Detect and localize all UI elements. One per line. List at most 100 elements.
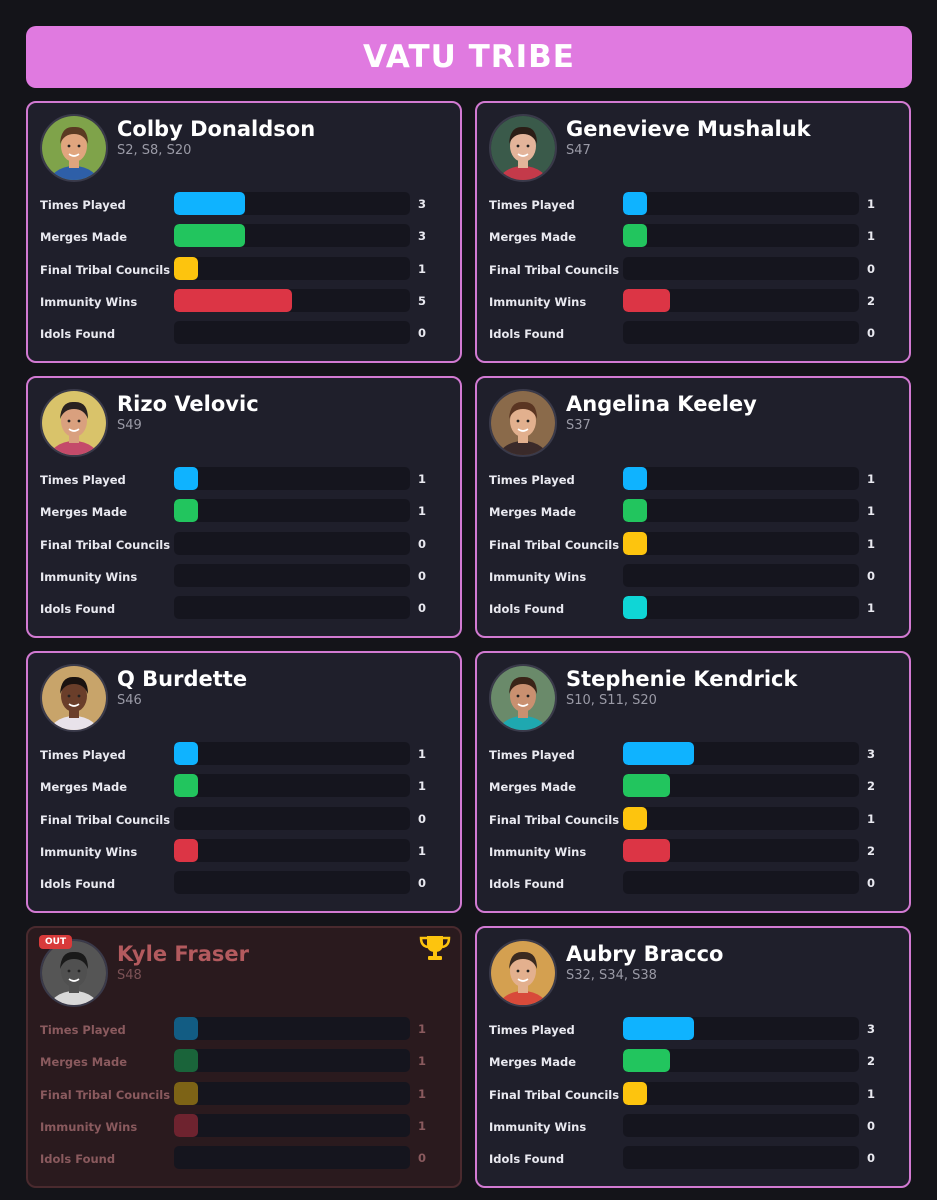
stat-row-final-tribal-councils: Final Tribal Councils 1: [489, 1081, 885, 1114]
stat-row-immunity-wins: Immunity Wins 0: [489, 1113, 885, 1146]
stat-bar-track: [174, 321, 410, 345]
stat-value: 1: [418, 261, 427, 276]
stat-row-final-tribal-councils: Final Tribal Councils 1: [489, 806, 885, 839]
player-seasons: S2, S8, S20: [117, 143, 192, 158]
player-card[interactable]: OUT Kyle Fraser S48 Times Played 1 Merges…: [26, 926, 462, 1188]
stat-label: Final Tribal Councils: [489, 812, 620, 827]
player-seasons: S10, S11, S20: [566, 693, 657, 708]
stat-bar-track: [623, 871, 859, 895]
player-avatar: [40, 389, 108, 457]
stat-value: 1: [418, 747, 427, 761]
stat-row-times-played: Times Played 1: [40, 742, 436, 774]
stat-bar-track: [623, 224, 859, 248]
stat-value: 1: [867, 197, 876, 211]
stat-label: Merges Made: [489, 230, 577, 245]
player-avatar: [489, 114, 557, 182]
stat-value: 1: [418, 1054, 427, 1069]
stats-list: Times Played 1 Merges Made 1 Final Triba…: [489, 467, 885, 628]
stat-bar-fill: [623, 774, 671, 798]
stat-value: 2: [867, 293, 876, 308]
stat-row-final-tribal-councils: Final Tribal Councils 1: [489, 531, 885, 564]
stat-bar-track: [174, 1081, 410, 1105]
stat-label: Times Played: [40, 748, 126, 762]
player-name: Genevieve Mushaluk: [566, 117, 811, 141]
stat-label: Merges Made: [40, 780, 128, 795]
stat-value: 1: [418, 472, 427, 486]
stat-value: 3: [867, 1022, 876, 1036]
player-name: Angelina Keeley: [566, 392, 757, 416]
stat-row-times-played: Times Played 1: [40, 467, 436, 499]
stat-row-immunity-wins: Immunity Wins 0: [40, 563, 436, 596]
stat-value: 0: [418, 601, 427, 616]
player-card[interactable]: Stephenie Kendrick S10, S11, S20 Times Pl…: [475, 651, 911, 913]
player-card[interactable]: Q Burdette S46 Times Played 1 Merges Made…: [26, 651, 462, 913]
stat-label: Final Tribal Councils: [489, 262, 620, 277]
stat-row-idols-found: Idols Found 0: [40, 596, 436, 628]
stat-bar-track: [174, 256, 410, 280]
stat-bar-fill: [623, 499, 647, 523]
stat-row-final-tribal-councils: Final Tribal Councils 0: [40, 531, 436, 564]
stat-row-final-tribal-councils: Final Tribal Councils 1: [40, 1081, 436, 1114]
stat-label: Final Tribal Councils: [40, 537, 171, 552]
stat-label: Idols Found: [40, 1152, 116, 1167]
stat-value: 1: [418, 779, 427, 794]
stat-bar-fill: [623, 838, 671, 862]
stats-list: Times Played 3 Merges Made 3 Final Triba…: [40, 192, 436, 353]
stat-row-merges-made: Merges Made 1: [40, 1049, 436, 1081]
stat-bar-track: [174, 563, 410, 587]
stat-value: 3: [867, 747, 876, 761]
player-card[interactable]: Aubry Bracco S32, S34, S38 Times Played 3…: [475, 926, 911, 1188]
player-seasons: S47: [566, 143, 591, 158]
stat-row-idols-found: Idols Found 0: [489, 871, 885, 903]
player-name: Q Burdette: [117, 667, 248, 691]
stat-value: 1: [418, 1118, 427, 1133]
stats-list: Times Played 3 Merges Made 2 Final Triba…: [489, 742, 885, 903]
stat-bar-track: [623, 563, 859, 587]
stat-bar-fill: [623, 467, 647, 490]
stat-bar-track: [174, 1049, 410, 1073]
stat-label: Times Played: [489, 473, 575, 487]
stat-bar-fill: [623, 192, 647, 215]
stat-bar-track: [623, 467, 859, 490]
stat-row-merges-made: Merges Made 1: [489, 499, 885, 531]
player-avatar: [489, 664, 557, 732]
stat-row-idols-found: Idols Found 0: [489, 321, 885, 353]
player-card[interactable]: Angelina Keeley S37 Times Played 1 Merges…: [475, 376, 911, 638]
stat-label: Immunity Wins: [40, 1119, 138, 1134]
stat-row-merges-made: Merges Made 1: [40, 499, 436, 531]
stat-bar-fill: [174, 288, 292, 312]
stat-value: 2: [867, 843, 876, 858]
stat-bar-track: [174, 596, 410, 620]
player-seasons: S49: [117, 418, 142, 433]
stat-bar-fill: [623, 224, 647, 248]
stat-row-merges-made: Merges Made 1: [40, 774, 436, 806]
stat-label: Idols Found: [40, 602, 116, 617]
stats-list: Times Played 1 Merges Made 1 Final Triba…: [40, 1017, 436, 1178]
stat-bar-fill: [174, 742, 198, 765]
player-name: Aubry Bracco: [566, 942, 724, 966]
player-card[interactable]: Rizo Velovic S49 Times Played 1 Merges Ma…: [26, 376, 462, 638]
stat-row-times-played: Times Played 1: [40, 1017, 436, 1049]
stats-list: Times Played 3 Merges Made 2 Final Triba…: [489, 1017, 885, 1178]
stat-bar-track: [623, 1081, 859, 1105]
stat-bar-fill: [174, 224, 245, 248]
stats-list: Times Played 1 Merges Made 1 Final Triba…: [40, 467, 436, 628]
player-card[interactable]: Genevieve Mushaluk S47 Times Played 1 Mer…: [475, 101, 911, 363]
stat-bar-track: [174, 288, 410, 312]
stat-bar-fill: [174, 1081, 198, 1105]
stat-row-idols-found: Idols Found 0: [489, 1146, 885, 1178]
stat-bar-fill: [623, 1049, 671, 1073]
stat-label: Merges Made: [489, 780, 577, 795]
stat-row-merges-made: Merges Made 3: [40, 224, 436, 256]
stat-value: 1: [418, 1086, 427, 1101]
stat-value: 0: [867, 261, 876, 276]
stat-row-times-played: Times Played 3: [489, 1017, 885, 1049]
stat-row-immunity-wins: Immunity Wins 2: [489, 288, 885, 321]
stat-bar-fill: [174, 1017, 198, 1040]
player-card[interactable]: Colby Donaldson S2, S8, S20 Times Played …: [26, 101, 462, 363]
stat-bar-track: [623, 596, 859, 620]
stat-bar-track: [623, 1017, 859, 1040]
stat-label: Merges Made: [489, 1055, 577, 1070]
stat-value: 0: [418, 876, 427, 891]
stat-bar-fill: [174, 838, 198, 862]
